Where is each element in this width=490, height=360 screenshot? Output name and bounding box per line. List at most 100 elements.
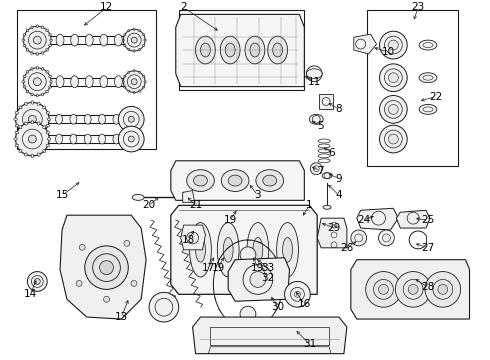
- Ellipse shape: [268, 36, 288, 64]
- Text: 27: 27: [421, 243, 435, 253]
- Polygon shape: [317, 218, 347, 248]
- Ellipse shape: [31, 93, 33, 96]
- Circle shape: [351, 230, 367, 246]
- Ellipse shape: [85, 76, 93, 87]
- Circle shape: [380, 125, 407, 153]
- Circle shape: [28, 135, 36, 143]
- Circle shape: [380, 31, 407, 59]
- Text: 24: 24: [357, 215, 370, 225]
- Ellipse shape: [26, 71, 29, 73]
- Polygon shape: [171, 205, 317, 294]
- Ellipse shape: [22, 81, 25, 83]
- Ellipse shape: [194, 175, 207, 186]
- Circle shape: [395, 271, 431, 307]
- Ellipse shape: [139, 48, 141, 51]
- Polygon shape: [193, 317, 347, 354]
- Ellipse shape: [42, 67, 44, 70]
- Circle shape: [33, 78, 41, 86]
- Circle shape: [250, 271, 266, 287]
- Circle shape: [131, 79, 137, 85]
- Ellipse shape: [49, 39, 52, 41]
- Circle shape: [123, 71, 145, 93]
- Ellipse shape: [24, 102, 27, 105]
- Ellipse shape: [113, 134, 120, 144]
- Text: 7: 7: [317, 166, 323, 176]
- Ellipse shape: [144, 81, 147, 82]
- Circle shape: [389, 104, 398, 114]
- Ellipse shape: [71, 76, 78, 87]
- Text: 8: 8: [336, 104, 343, 114]
- Ellipse shape: [139, 71, 141, 73]
- Ellipse shape: [19, 126, 22, 129]
- Ellipse shape: [31, 26, 33, 29]
- Polygon shape: [181, 225, 205, 250]
- Circle shape: [34, 279, 40, 284]
- Text: 19: 19: [223, 215, 237, 225]
- Ellipse shape: [43, 149, 46, 152]
- Ellipse shape: [133, 50, 135, 52]
- Text: 28: 28: [421, 282, 435, 292]
- Ellipse shape: [19, 130, 22, 132]
- Text: 30: 30: [271, 302, 284, 312]
- Circle shape: [187, 232, 198, 244]
- Text: 31: 31: [303, 339, 316, 349]
- Ellipse shape: [37, 102, 40, 105]
- Ellipse shape: [200, 43, 210, 57]
- Ellipse shape: [143, 86, 145, 88]
- Ellipse shape: [221, 170, 249, 192]
- Ellipse shape: [273, 43, 283, 57]
- Ellipse shape: [14, 118, 17, 121]
- Ellipse shape: [26, 29, 29, 32]
- Ellipse shape: [46, 29, 49, 32]
- Circle shape: [128, 136, 134, 142]
- Ellipse shape: [223, 238, 233, 262]
- Ellipse shape: [247, 222, 269, 277]
- Ellipse shape: [43, 106, 46, 109]
- Ellipse shape: [23, 86, 26, 88]
- Polygon shape: [357, 208, 398, 230]
- Ellipse shape: [84, 114, 91, 124]
- Circle shape: [16, 122, 49, 156]
- Ellipse shape: [128, 48, 130, 51]
- Ellipse shape: [46, 144, 49, 147]
- Text: 26: 26: [340, 243, 353, 253]
- Circle shape: [379, 284, 389, 294]
- Polygon shape: [176, 14, 304, 87]
- Ellipse shape: [128, 30, 130, 32]
- Text: 33: 33: [261, 262, 274, 273]
- Ellipse shape: [228, 175, 242, 186]
- Ellipse shape: [419, 73, 437, 83]
- Ellipse shape: [113, 114, 120, 124]
- Circle shape: [131, 37, 137, 43]
- Ellipse shape: [128, 71, 130, 73]
- Ellipse shape: [46, 90, 49, 93]
- Circle shape: [294, 291, 300, 297]
- Ellipse shape: [143, 34, 145, 36]
- Text: 10: 10: [382, 47, 395, 57]
- Text: 23: 23: [412, 3, 425, 13]
- Circle shape: [131, 280, 137, 287]
- Ellipse shape: [133, 69, 135, 72]
- Ellipse shape: [56, 76, 64, 87]
- Ellipse shape: [46, 112, 49, 114]
- Circle shape: [389, 134, 398, 144]
- Ellipse shape: [15, 131, 19, 134]
- Circle shape: [240, 247, 256, 263]
- Ellipse shape: [245, 36, 265, 64]
- Ellipse shape: [133, 28, 135, 31]
- Ellipse shape: [196, 238, 205, 262]
- Ellipse shape: [49, 44, 51, 46]
- Text: 22: 22: [429, 91, 442, 102]
- Circle shape: [389, 73, 398, 83]
- Circle shape: [119, 107, 144, 132]
- Circle shape: [123, 29, 145, 51]
- Circle shape: [16, 103, 49, 136]
- Ellipse shape: [132, 194, 144, 201]
- Circle shape: [240, 306, 256, 322]
- Circle shape: [128, 116, 134, 122]
- Ellipse shape: [323, 205, 331, 209]
- Ellipse shape: [26, 49, 29, 51]
- Polygon shape: [171, 161, 304, 201]
- Ellipse shape: [250, 43, 260, 57]
- Ellipse shape: [220, 36, 240, 64]
